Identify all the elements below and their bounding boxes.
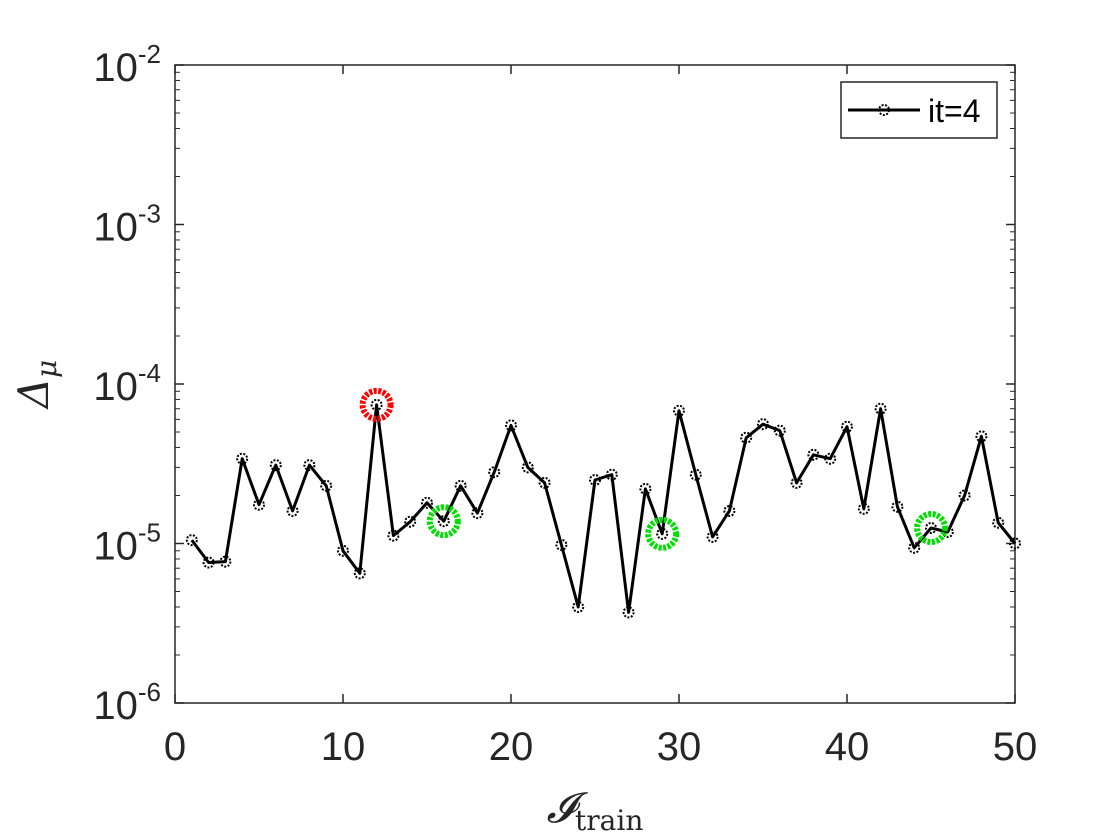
data-point	[790, 476, 803, 489]
data-point	[958, 489, 971, 502]
y-axis-label-base: Δ	[9, 378, 58, 410]
data-point	[185, 534, 198, 547]
data-point	[807, 448, 820, 461]
data-point	[219, 555, 232, 568]
x-tick-label: 50	[993, 725, 1038, 769]
y-tick-exponent: -6	[138, 677, 161, 707]
y-tick-exponent: -2	[138, 39, 161, 69]
data-point	[471, 507, 484, 520]
y-tick-label: 10-2	[93, 39, 161, 90]
axis-ticks	[174, 64, 1016, 704]
data-point	[437, 515, 450, 528]
data-point	[992, 516, 1005, 529]
data-point	[639, 482, 652, 495]
legend-marker-sample	[878, 104, 890, 116]
y-tick-label: 10-4	[93, 358, 161, 409]
highlight-layer	[359, 387, 948, 551]
data-point	[353, 567, 366, 580]
data-point	[824, 452, 837, 465]
y-axis-label-sub: μ	[30, 360, 63, 378]
data-point	[773, 424, 786, 437]
data-point	[706, 530, 719, 543]
data-point	[925, 522, 937, 535]
legend: it=4	[840, 81, 998, 139]
y-tick-label: 10-3	[93, 199, 161, 250]
y-tick-label: 10-5	[93, 518, 161, 569]
data-point	[555, 538, 568, 551]
x-axis-label-sub: train	[575, 804, 643, 837]
y-tick-label: 10-6	[93, 677, 161, 728]
data-point	[740, 431, 753, 444]
data-point	[572, 600, 585, 613]
data-point	[303, 459, 316, 472]
data-point	[521, 461, 534, 474]
data-point	[605, 468, 618, 481]
data-point	[286, 504, 299, 517]
data-point	[673, 404, 685, 417]
data-point	[370, 398, 383, 411]
data-point	[538, 476, 551, 489]
highlight-marker	[645, 516, 680, 551]
data-point	[202, 556, 215, 569]
legend-label: it=4	[928, 93, 980, 129]
y-tick-base: 10	[93, 365, 138, 409]
data-point	[857, 502, 870, 515]
data-point	[908, 541, 921, 554]
x-axis-label: 𝓘train	[547, 783, 644, 837]
data-point	[320, 479, 333, 492]
data-point	[656, 527, 669, 540]
y-tick-base: 10	[93, 46, 138, 90]
data-point	[488, 466, 501, 479]
data-point	[622, 606, 635, 619]
y-tick-exponent: -4	[138, 358, 161, 388]
series-layer	[185, 398, 1021, 619]
data-point	[891, 500, 904, 513]
y-tick-base: 10	[93, 206, 138, 250]
y-tick-exponent: -5	[138, 518, 161, 548]
data-point	[421, 496, 433, 509]
highlight-marker	[914, 511, 948, 546]
x-tick-label: 20	[489, 725, 534, 769]
x-tick-label: 0	[164, 725, 186, 769]
highlight-marker	[426, 504, 461, 539]
y-tick-exponent: -3	[138, 199, 161, 229]
x-tick-label: 40	[825, 725, 870, 769]
y-axis-label: Δμ	[9, 360, 63, 411]
y-tick-base: 10	[93, 684, 138, 728]
data-point	[505, 419, 517, 432]
data-point	[757, 418, 769, 431]
data-point	[589, 474, 601, 487]
data-point	[975, 430, 988, 443]
data-point	[723, 504, 736, 517]
data-point	[689, 468, 702, 481]
data-point	[1009, 537, 1021, 550]
series-line	[190, 403, 1017, 614]
data-point	[874, 402, 887, 415]
data-point	[337, 544, 349, 557]
data-point	[404, 515, 417, 528]
highlight-marker	[359, 387, 394, 422]
data-point	[454, 479, 467, 492]
data-point	[236, 452, 249, 465]
x-tick-label: 10	[321, 725, 366, 769]
y-tick-base: 10	[93, 525, 138, 569]
data-point	[841, 420, 853, 433]
plot-area	[174, 64, 1016, 704]
x-tick-label: 30	[657, 725, 702, 769]
data-point	[387, 529, 400, 542]
data-point	[269, 459, 282, 472]
data-point	[253, 498, 265, 511]
